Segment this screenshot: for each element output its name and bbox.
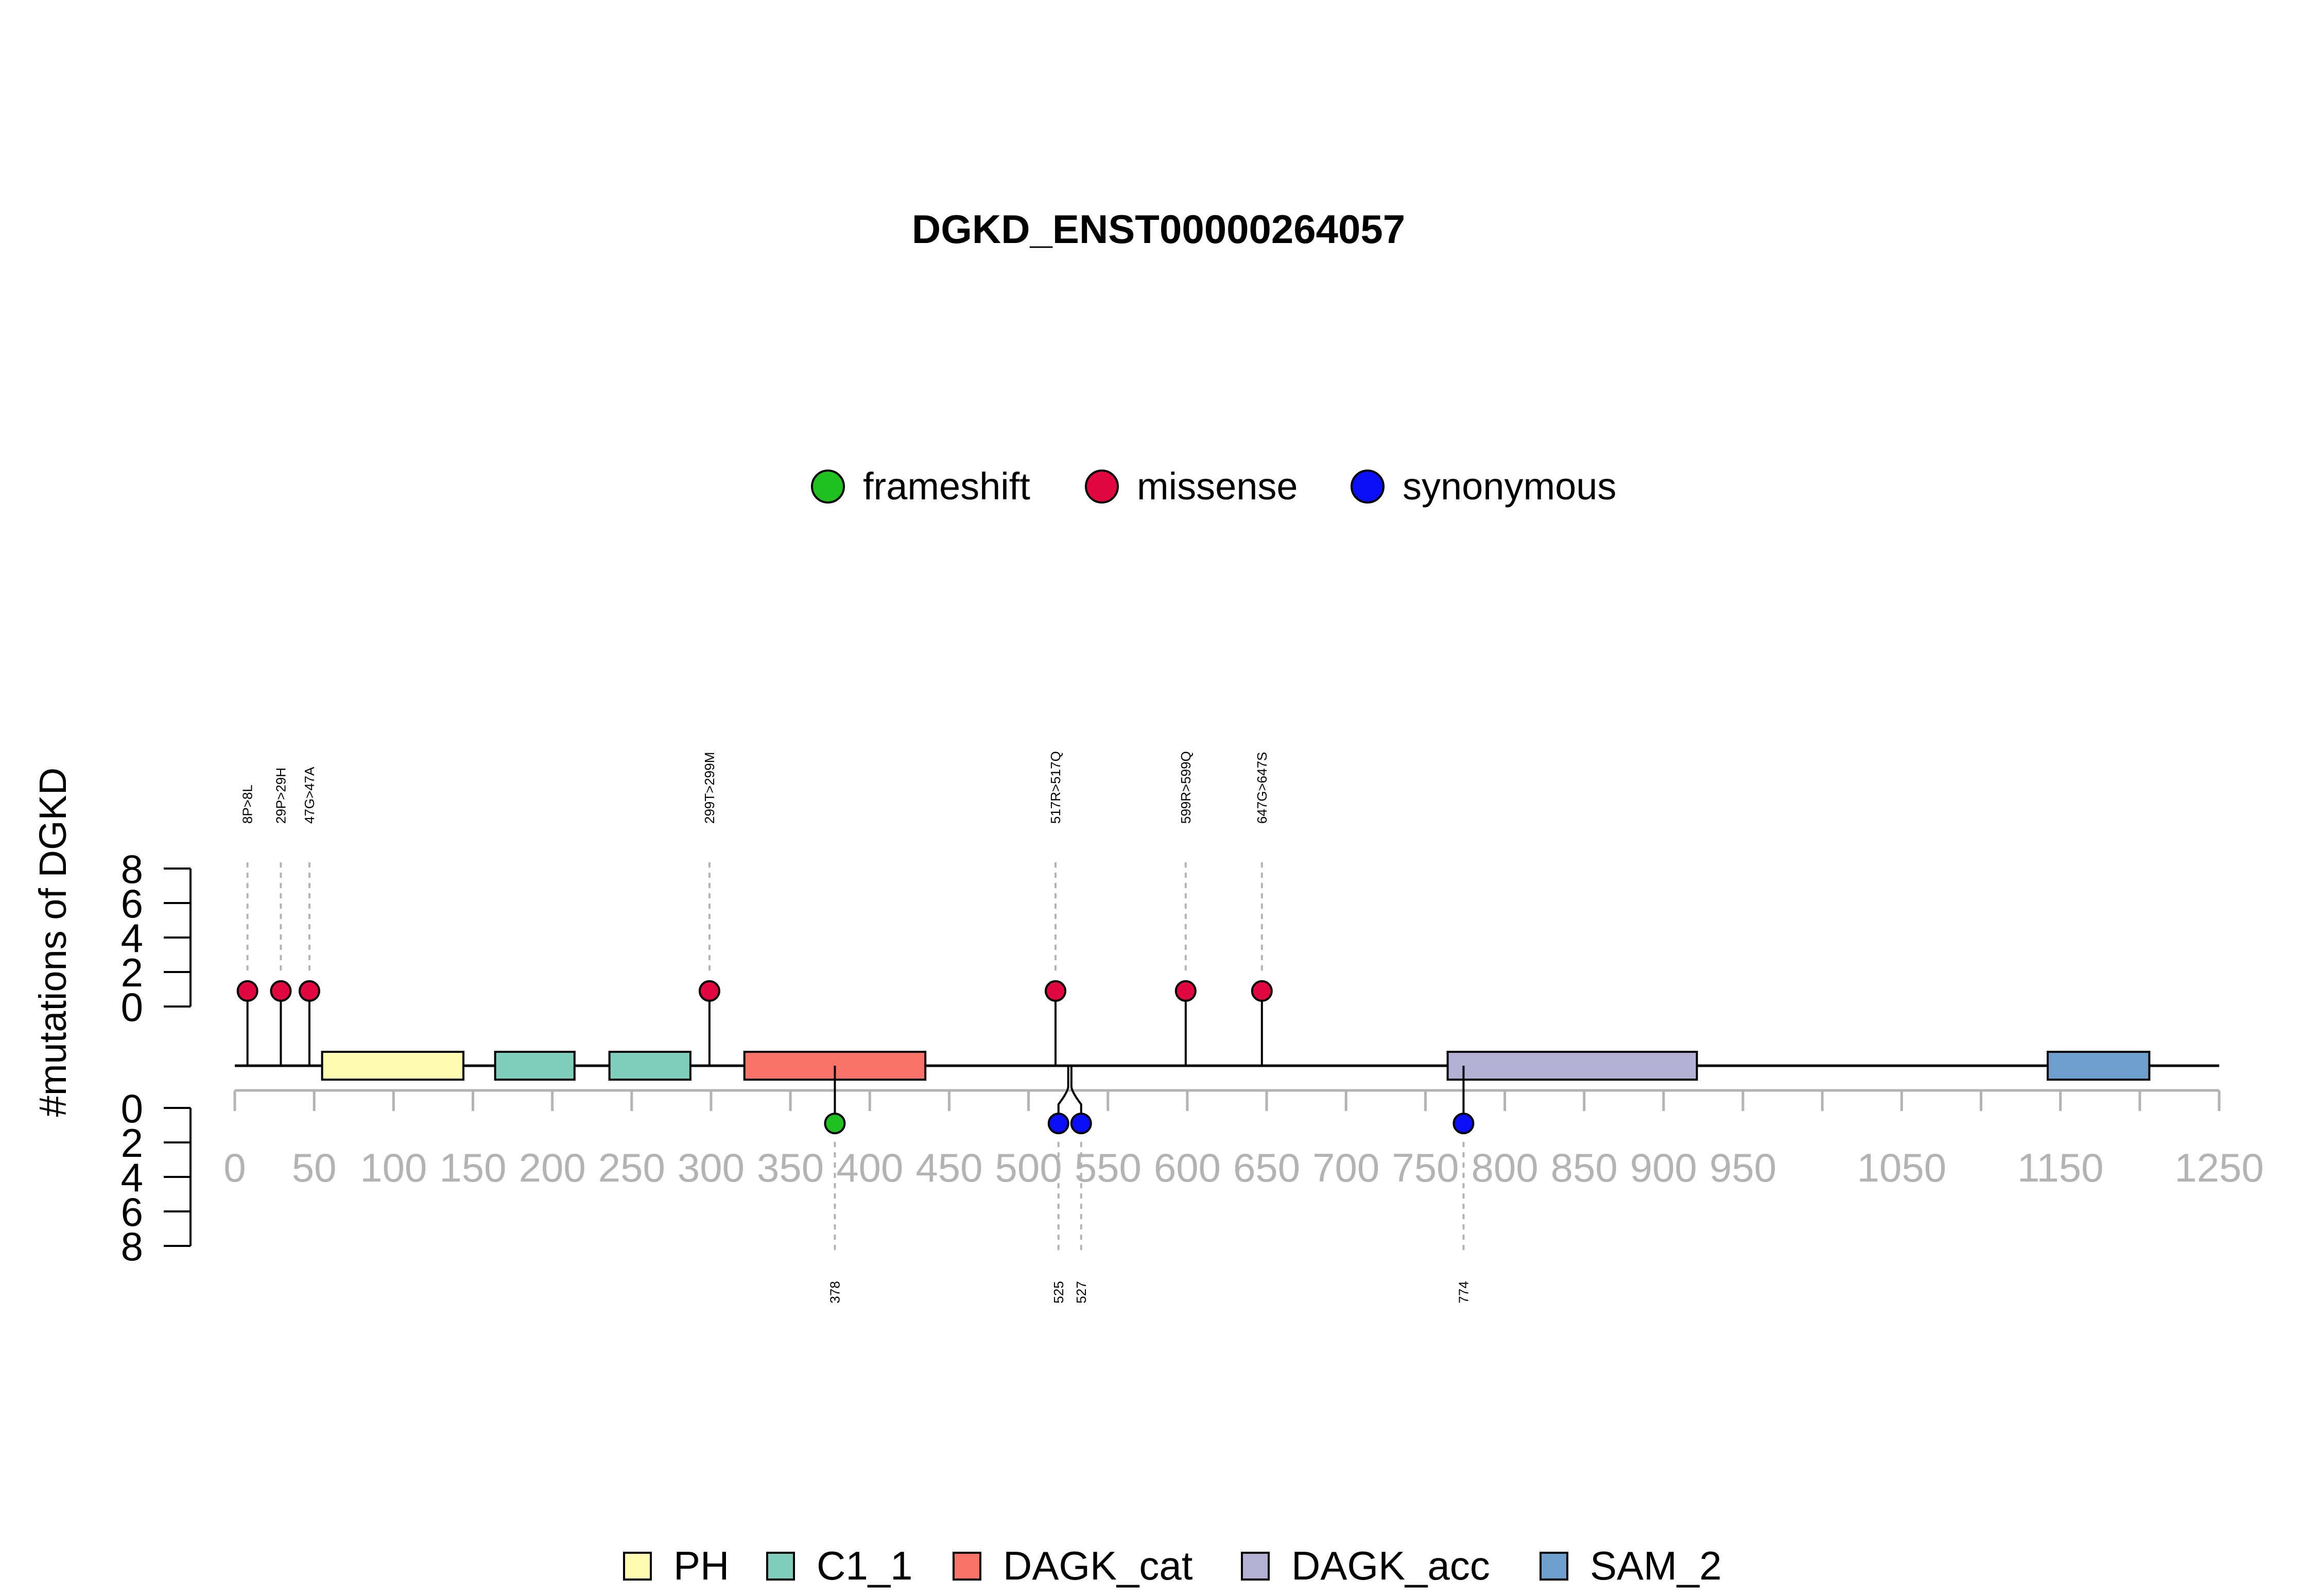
y-top-tick-label: 2 (121, 950, 143, 995)
x-tick-label: 1050 (1857, 1145, 1947, 1190)
mutation-head-frameshift (824, 1113, 846, 1135)
x-tick-label: 650 (1233, 1145, 1300, 1190)
mutation-head-missense (1045, 980, 1067, 1002)
mutation-stem (1070, 1066, 1082, 1124)
x-tick-label: 150 (439, 1145, 506, 1190)
domain-C1_1 (608, 1051, 691, 1081)
x-tick-label: 1250 (2174, 1145, 2264, 1190)
domain-C1_1 (494, 1051, 576, 1081)
domain-legend-swatch-DAGK_acc (1241, 1552, 1270, 1581)
x-tick-label: 250 (598, 1145, 665, 1190)
domain-DAGK_acc (1446, 1051, 1698, 1081)
x-tick-label: 350 (757, 1145, 824, 1190)
mutation-head-missense (1174, 980, 1197, 1002)
x-tick-label: 500 (995, 1145, 1062, 1190)
mutation-label: 378 (827, 1281, 842, 1303)
x-axis: 0 50 100 150 200 250 300 350 400 450 500 550 600 650 7… (223, 1089, 2264, 1190)
x-tick-label: 300 (678, 1145, 745, 1190)
mutation-head-missense (698, 980, 720, 1002)
domain-SAM_2 (2047, 1051, 2151, 1081)
domain-legend-swatch-DAGK_cat (953, 1552, 981, 1581)
mutation-head-missense (298, 980, 320, 1002)
x-tick-label: 800 (1471, 1145, 1538, 1190)
domain-legend-label-DAGK_cat: DAGK_cat (1003, 1543, 1193, 1588)
domain-PH (321, 1051, 464, 1081)
y-bottom-tick-label: 8 (121, 1224, 143, 1269)
legend-label-frameshift: frameshift (863, 465, 1030, 508)
domain-legend-swatch-SAM_2 (1540, 1552, 1568, 1581)
mutation-label: 517R>517Q (1048, 751, 1063, 824)
mutation-lollipops: 8P>8L 29P>29H 47G>47A 299T>299M 517R>517Q 599… (236, 751, 1475, 1304)
mutation-label: 29P>29H (273, 768, 288, 824)
mutation-head-missense (270, 980, 292, 1002)
mutation-stem (1057, 1066, 1069, 1124)
mutation-label: 299T>299M (702, 752, 717, 824)
x-tick-label: 750 (1392, 1145, 1459, 1190)
x-tick-label: 950 (1709, 1145, 1776, 1190)
x-tick-label: 50 (292, 1145, 337, 1190)
y-top-tick-label: 4 (121, 915, 143, 961)
chart-title: DGKD_ENST00000264057 (912, 206, 1405, 252)
x-tick-label: 600 (1154, 1145, 1221, 1190)
y-bottom-tick-label: 6 (121, 1189, 143, 1235)
x-tick-label: 900 (1630, 1145, 1697, 1190)
x-tick-label: 0 (223, 1145, 246, 1190)
domain-legend-label-DAGK_acc: DAGK_acc (1291, 1543, 1490, 1588)
mutation-head-synonymous (1070, 1113, 1092, 1135)
y-bottom-tick-label: 2 (121, 1120, 143, 1166)
domain-legend-swatch-C1_1 (766, 1552, 795, 1581)
domain-legend-label-C1_1: C1_1 (817, 1543, 912, 1588)
mutation-type-legend: frameshift missense synonymous (811, 465, 1616, 508)
x-tick-label: 200 (519, 1145, 586, 1190)
y-top-tick-label: 6 (121, 881, 143, 926)
x-tick-label: 450 (915, 1145, 982, 1190)
legend-marker-missense (1085, 470, 1119, 504)
y-bottom-tick-label: 4 (121, 1155, 143, 1200)
x-tick-label: 400 (836, 1145, 903, 1190)
legend-marker-frameshift (811, 470, 845, 504)
domain-legend-label-SAM_2: SAM_2 (1590, 1543, 1722, 1588)
mutation-label: 8P>8L (240, 785, 255, 824)
protein-domains (321, 1051, 2151, 1081)
mutation-label: 527 (1074, 1281, 1089, 1303)
legend-label-missense: missense (1137, 465, 1298, 508)
y-bottom-tick-label: 0 (121, 1086, 143, 1131)
legend-marker-synonymous (1351, 470, 1385, 504)
x-tick-label: 700 (1312, 1145, 1379, 1190)
y-axis-label: #mutations of DGKD (31, 768, 74, 1117)
legend-label-synonymous: synonymous (1403, 465, 1616, 508)
domain-legend-label-PH: PH (673, 1543, 729, 1588)
mutation-label: 47G>47A (302, 767, 317, 824)
domain-legend-swatch-PH (623, 1552, 652, 1581)
mutation-head-synonymous (1047, 1113, 1069, 1135)
mutation-label: 774 (1456, 1281, 1471, 1303)
mutation-label: 599R>599Q (1178, 751, 1194, 824)
x-tick-label: 550 (1075, 1145, 1142, 1190)
y-top-tick-label: 8 (121, 846, 143, 892)
mutation-label: 647G>647S (1254, 752, 1270, 824)
x-tick-label: 100 (360, 1145, 427, 1190)
mutation-head-synonymous (1453, 1113, 1475, 1135)
x-tick-label: 850 (1551, 1145, 1618, 1190)
mutation-head-missense (236, 980, 258, 1002)
mutation-label: 525 (1051, 1281, 1066, 1303)
mutation-head-missense (1251, 980, 1273, 1002)
domain-legend: PH C1_1 DAGK_cat DAGK_acc SAM_2 (623, 1543, 1722, 1588)
y-top-tick-label: 0 (121, 984, 143, 1030)
x-tick-label: 1150 (2017, 1145, 2104, 1190)
